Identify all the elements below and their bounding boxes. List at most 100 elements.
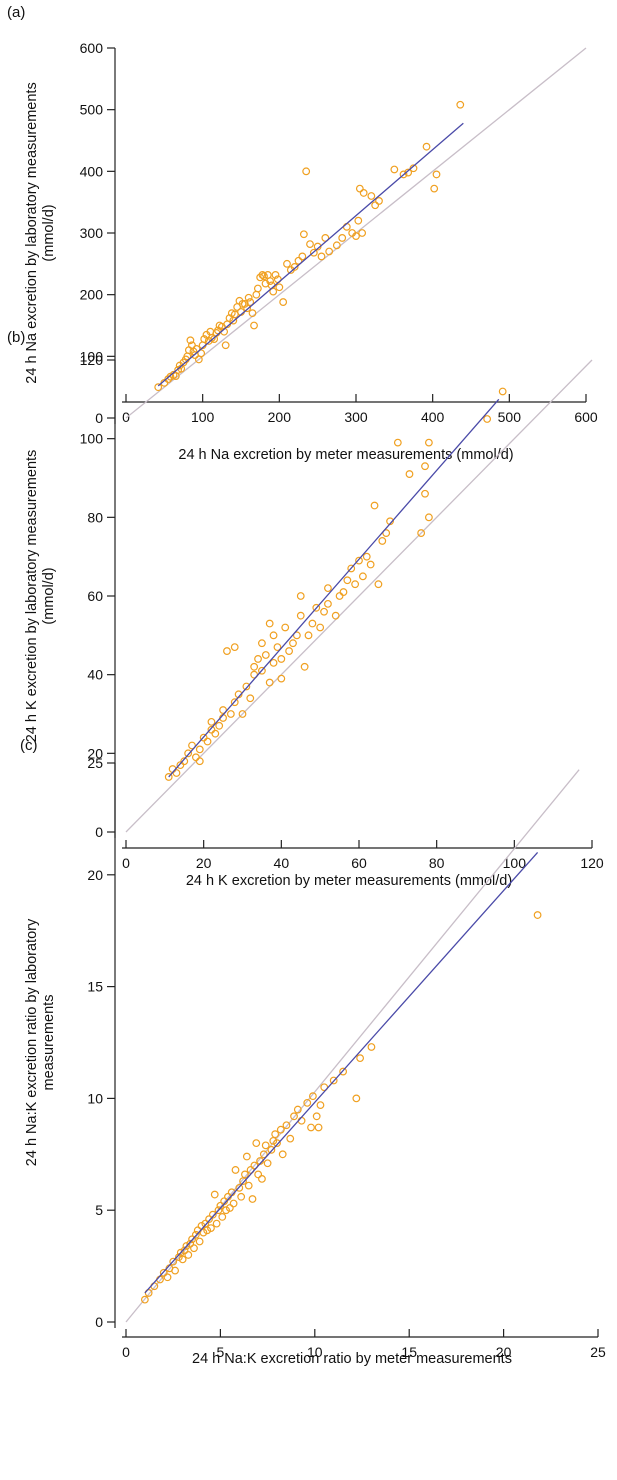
data-point: [256, 273, 265, 282]
data-point: [163, 1273, 172, 1282]
x-axis-title: 24 h Na excretion by meter measurements …: [178, 447, 513, 463]
y-tick-label: 60: [87, 588, 103, 604]
y-axis-title-line: measurements: [41, 995, 57, 1091]
y-axis-title-line: (mmol/d): [41, 204, 57, 261]
data-point: [191, 753, 200, 762]
data-point: [292, 631, 301, 640]
data-point: [293, 1105, 302, 1114]
data-point: [339, 588, 348, 596]
data-point: [186, 336, 195, 345]
data-point: [308, 619, 317, 628]
data-point: [240, 300, 249, 308]
data-point: [300, 662, 309, 671]
data-point: [290, 1112, 298, 1121]
data-point: [316, 1101, 325, 1110]
data-point: [242, 682, 251, 691]
data-point: [498, 387, 507, 396]
data-point: [354, 216, 363, 225]
x-tick-label: 0: [122, 1344, 130, 1360]
data-point: [271, 1130, 280, 1139]
data-point: [178, 1255, 187, 1264]
data-point: [258, 271, 267, 279]
data-point: [314, 1123, 323, 1132]
data-point: [244, 1181, 253, 1190]
y-tick-label: 20: [87, 745, 103, 761]
x-tick-label: 20: [196, 855, 212, 871]
data-point: [421, 462, 429, 471]
data-point: [306, 240, 314, 249]
data-point: [335, 592, 344, 600]
x-axis-title: 24 h Na:K excretion ratio by meter measu…: [192, 1351, 512, 1367]
data-point: [375, 197, 383, 205]
y-tick-label: 40: [87, 667, 103, 683]
data-point: [269, 658, 278, 667]
data-point: [191, 1230, 200, 1239]
data-point: [359, 189, 368, 197]
data-point: [483, 415, 492, 423]
data-point: [246, 694, 255, 703]
data-point: [188, 741, 196, 750]
data-point: [343, 576, 352, 585]
y-axis-title-line: (mmol/d): [41, 567, 57, 624]
y-tick-label: 10: [87, 1090, 103, 1106]
data-point: [422, 142, 431, 151]
data-point: [285, 647, 294, 655]
data-point: [212, 1219, 221, 1228]
data-point: [222, 1206, 230, 1215]
data-point: [339, 1067, 348, 1076]
y-tick-label: 300: [80, 225, 104, 241]
data-point: [309, 1092, 317, 1101]
data-point: [260, 272, 268, 281]
data-point: [259, 1150, 268, 1159]
data-point: [294, 256, 303, 265]
data-point: [199, 733, 208, 742]
data-point: [296, 592, 305, 600]
data-point: [309, 248, 318, 257]
y-axis-title-line: 24 h Na:K excretion ratio by laboratory: [24, 918, 40, 1166]
y-axis-title: 24 h Na excretion by laboratory measurem…: [24, 82, 57, 383]
data-point: [307, 1123, 315, 1132]
x-tick-label: 40: [274, 855, 290, 871]
data-point: [214, 1206, 223, 1215]
regression-line: [168, 398, 500, 778]
data-point: [533, 911, 542, 919]
data-point: [275, 283, 284, 292]
data-point: [154, 383, 163, 392]
data-point: [244, 293, 253, 302]
data-point: [190, 1244, 198, 1253]
y-tick-label: 0: [95, 410, 103, 426]
data-point: [159, 1268, 168, 1277]
data-point: [186, 1239, 195, 1248]
data-point: [211, 729, 220, 738]
data-point: [248, 309, 257, 318]
data-point: [324, 599, 332, 608]
data-point: [261, 651, 270, 659]
data-point: [169, 1257, 178, 1266]
data-point: [188, 1235, 196, 1244]
data-point: [230, 643, 239, 652]
data-point: [425, 513, 433, 522]
data-point: [269, 631, 278, 640]
data-point: [230, 698, 239, 707]
data-point: [248, 1195, 257, 1203]
data-point: [195, 745, 204, 754]
data-point: [252, 1139, 261, 1148]
data-point: [237, 1192, 246, 1201]
y-axis-title-line: 24 h K excretion by laboratory measureme…: [24, 450, 40, 743]
data-point: [352, 1094, 361, 1103]
regression-line: [157, 122, 464, 387]
data-point: [180, 757, 189, 766]
data-point: [317, 252, 326, 261]
data-point: [367, 192, 376, 200]
data-point: [290, 263, 299, 271]
x-tick-label: 400: [421, 409, 445, 425]
data-point: [207, 1224, 215, 1232]
y-tick-label: 0: [95, 824, 103, 840]
data-point: [456, 100, 465, 109]
y-tick-label: 5: [95, 1202, 103, 1218]
y-tick-label: 0: [95, 1314, 103, 1330]
data-point: [207, 725, 216, 734]
data-point: [242, 1152, 251, 1161]
